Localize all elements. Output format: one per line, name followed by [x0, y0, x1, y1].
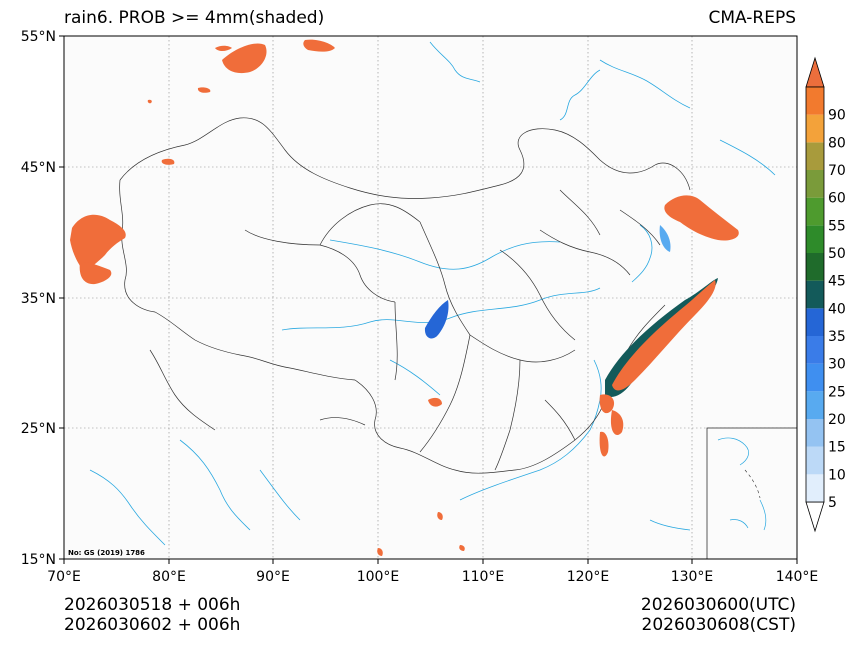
- colorbar-segment: [806, 142, 824, 170]
- colorbar-segment: [806, 446, 824, 475]
- lon-label: 110°E: [462, 569, 505, 585]
- valid-time-utc: 2026030600(UTC): [640, 595, 796, 615]
- colorbar-label: 55: [828, 218, 846, 234]
- lon-label: 100°E: [357, 569, 400, 585]
- colorbar-segment: [806, 197, 824, 226]
- lon-label: 80°E: [152, 569, 186, 585]
- colorbar-segment: [806, 419, 824, 447]
- lat-label: 25°N: [21, 421, 56, 437]
- colorbar-label: 25: [828, 384, 846, 400]
- colorbar-label: 90: [828, 108, 846, 124]
- colorbar-label: 45: [828, 274, 846, 290]
- colorbar-label: 30: [828, 357, 846, 373]
- colorbar-label: 15: [828, 440, 846, 456]
- axis-ticks: [59, 35, 798, 564]
- lat-label: 45°N: [21, 160, 56, 176]
- colorbar-segment: [806, 391, 824, 419]
- lon-label: 120°E: [567, 569, 610, 585]
- colorbar-segment: [806, 336, 824, 364]
- valid-time-block: 2026030600(UTC) 2026030608(CST): [641, 595, 796, 635]
- map-review-number: No: GS (2019) 1786: [68, 549, 145, 557]
- model-name: CMA-REPS: [708, 8, 796, 28]
- init-time-cst: 2026030602 + 006h: [64, 615, 241, 635]
- lon-label: 70°E: [47, 569, 81, 585]
- longitude-labels: 70°E 80°E 90°E 100°E 110°E 120°E 130°E 1…: [47, 569, 818, 585]
- colorbar-label: 40: [828, 301, 846, 317]
- init-time-utc: 2026030518 + 006h: [64, 595, 241, 615]
- colorbar-label: 70: [828, 163, 846, 179]
- colorbar-label: 50: [828, 246, 846, 262]
- colorbar-segment: [806, 363, 824, 392]
- colorbar-segment: [806, 170, 824, 198]
- map-background: [64, 36, 797, 559]
- prob-shading-high: [70, 39, 739, 556]
- colorbar-label: 35: [828, 329, 846, 345]
- colorbar-top-arrow: [805, 56, 825, 88]
- colorbar-label: 20: [828, 412, 846, 428]
- colorbar-label: 80: [828, 135, 846, 151]
- colorbar-bottom-arrow: [805, 501, 825, 533]
- lat-label: 35°N: [21, 291, 56, 307]
- lat-label: 15°N: [21, 552, 56, 568]
- colorbar-segment: [806, 308, 824, 336]
- colorbar-label: 10: [828, 467, 846, 483]
- colorbar-outline: [805, 86, 825, 503]
- water-lines: [89, 41, 776, 546]
- lon-label: 90°E: [256, 569, 290, 585]
- colorbar-segment: [806, 114, 824, 143]
- colorbar: 5 10 15 20 25 30 35 40 45 50 55 60 70 80 90: [805, 56, 846, 533]
- colorbar-label: 5: [828, 495, 837, 511]
- inset-south-china-sea: [706, 427, 798, 560]
- colorbar-segment: [806, 253, 824, 281]
- colorbar-segment: [806, 225, 824, 253]
- colorbar-segment: [806, 87, 824, 115]
- colorbar-segment: [806, 280, 824, 309]
- lon-label: 140°E: [776, 569, 819, 585]
- colorbar-segment: [806, 474, 824, 502]
- lat-label: 55°N: [21, 29, 56, 45]
- latitude-labels: 55°N 45°N 35°N 25°N 15°N: [21, 29, 56, 568]
- init-time-block: 2026030518 + 006h 2026030602 + 006h: [64, 595, 240, 635]
- valid-time-cst: 2026030608(CST): [641, 615, 796, 635]
- map-title: rain6. PROB >= 4mm(shaded): [64, 8, 325, 28]
- colorbar-label: 60: [828, 191, 846, 207]
- lon-label: 130°E: [671, 569, 714, 585]
